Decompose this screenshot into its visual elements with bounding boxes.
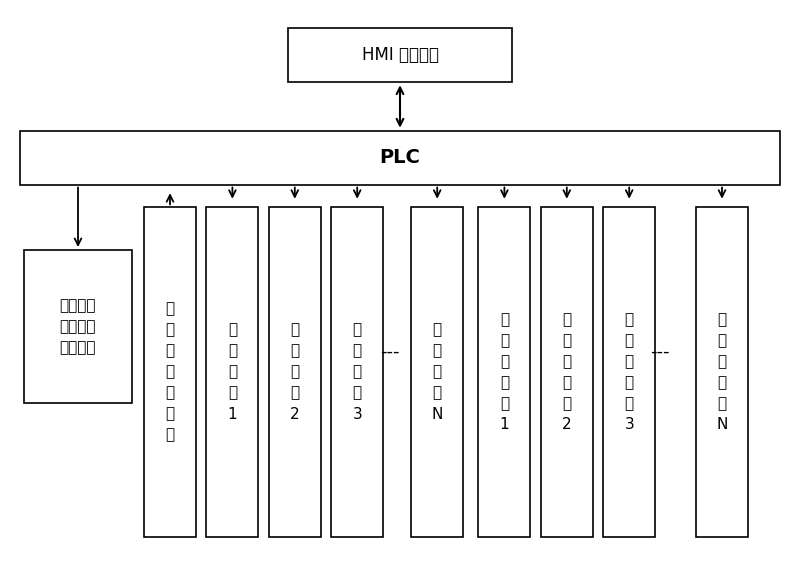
- Bar: [269, 207, 321, 537]
- Bar: [411, 207, 463, 537]
- Text: 网
头
的
装
置
2: 网 头 的 装 置 2: [562, 312, 572, 432]
- Text: 网
头
电
机
2: 网 头 电 机 2: [290, 323, 300, 421]
- Bar: [20, 131, 780, 185]
- Text: 网
头
电
机
1: 网 头 电 机 1: [227, 323, 238, 421]
- Bar: [478, 207, 530, 537]
- Bar: [288, 28, 512, 82]
- Text: 网
头
操
作
板
3: 网 头 操 作 板 3: [624, 312, 634, 432]
- Text: PLC: PLC: [379, 148, 421, 167]
- Text: 网
头
电
机
N: 网 头 电 机 N: [431, 323, 443, 421]
- Text: 同
步
检
测
编
码
器: 同 步 检 测 编 码 器: [166, 302, 174, 442]
- Bar: [541, 207, 593, 537]
- Bar: [331, 207, 383, 537]
- Text: 网
头
的
装
置
1: 网 头 的 装 置 1: [499, 312, 510, 432]
- Text: 网
头
电
机
3: 网 头 电 机 3: [352, 323, 362, 421]
- Bar: [144, 207, 196, 537]
- Text: ---: ---: [380, 343, 399, 361]
- Text: ---: ---: [650, 343, 670, 361]
- Bar: [696, 207, 748, 537]
- Text: 进布单元
烘房单元
出布单元: 进布单元 烘房单元 出布单元: [60, 298, 96, 355]
- Text: HMI 人机界面: HMI 人机界面: [362, 47, 438, 64]
- Bar: [206, 207, 258, 537]
- Bar: [24, 250, 132, 403]
- Text: 网
头
操
作
板
N: 网 头 操 作 板 N: [716, 312, 728, 432]
- Bar: [603, 207, 655, 537]
